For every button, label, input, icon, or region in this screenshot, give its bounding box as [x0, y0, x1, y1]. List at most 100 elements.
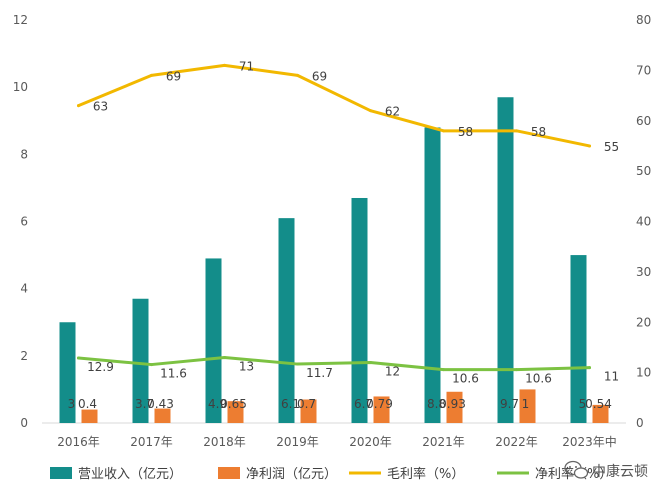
bar-data-label: 6.1 [281, 397, 300, 411]
line-point [77, 104, 80, 108]
bar-data-label: 0.65 [220, 397, 247, 411]
right-axis-tick-label: 20 [636, 315, 651, 329]
bar [205, 258, 222, 423]
bar [446, 391, 463, 423]
line-data-label: 63 [93, 100, 108, 114]
legend-label: 毛利率（%） [387, 466, 464, 482]
line-data-label: 12.9 [87, 360, 114, 374]
line-point [223, 356, 226, 360]
x-axis-tick-label: 2023年中 [562, 434, 617, 449]
line-data-label: 62 [385, 105, 400, 119]
line-data-label: 11 [604, 370, 619, 384]
line-data-label: 71 [239, 59, 254, 73]
bar-data-label: 0.43 [147, 397, 174, 411]
bar [300, 399, 317, 423]
bar [570, 255, 587, 423]
bar [592, 404, 609, 423]
bar-data-label: 9.7 [500, 397, 519, 411]
bar-data-label: 8.8 [427, 397, 446, 411]
bar-data-label: 4.9 [208, 397, 227, 411]
line-data-label: 69 [312, 69, 327, 83]
line-point [150, 73, 153, 77]
right-axis-tick-label: 30 [636, 265, 651, 279]
right-axis-tick-label: 80 [636, 13, 651, 27]
wechat-icon [564, 460, 589, 479]
line-point [515, 368, 518, 372]
series-line [77, 356, 591, 372]
right-axis-tick-label: 70 [636, 63, 651, 77]
x-axis-tick-label: 2017年 [130, 435, 173, 449]
x-axis-tick-label: 2021年 [422, 435, 465, 449]
x-axis-tick-label: 2016年 [57, 435, 100, 449]
line-point [588, 144, 591, 148]
left-axis-tick-label: 12 [13, 13, 28, 27]
line-point [588, 366, 591, 370]
line-data-label: 11.7 [306, 366, 333, 380]
bar-data-label: 1 [522, 397, 530, 411]
line-data-label: 10.6 [452, 372, 479, 386]
bar-data-label: 0.93 [439, 397, 466, 411]
x-axis-tick-label: 2019年 [276, 435, 319, 449]
line-data-label: 13 [239, 360, 254, 374]
bar-data-label: 0.4 [78, 397, 97, 411]
bar [132, 298, 149, 423]
left-axis-tick-label: 8 [20, 147, 28, 161]
legend-label: 营业收入（亿元） [78, 467, 182, 482]
right-axis-tick-label: 0 [636, 416, 644, 430]
bar [497, 97, 514, 423]
line-point [369, 361, 372, 365]
chart-axes: 0 2 4 6 8 10 12 0 10 20 30 40 50 60 70 80 2016年 2017年 2018… [13, 13, 652, 449]
bar [227, 401, 244, 423]
watermark-text: 中康云顿 [592, 463, 648, 480]
line-point [369, 109, 372, 113]
left-axis-tick-label: 4 [20, 282, 28, 296]
line-data-label: 10.6 [525, 372, 552, 386]
bar [373, 396, 390, 423]
bar-data-label: 0.7 [297, 397, 316, 411]
right-axis-tick-label: 10 [636, 366, 651, 380]
line-point [442, 368, 445, 372]
line-point [296, 73, 299, 77]
series-line [77, 63, 591, 148]
line-point [515, 129, 518, 133]
line-point [442, 129, 445, 133]
line-data-label: 69 [166, 69, 181, 83]
bar-data-label: 3 [68, 397, 76, 411]
line-data-label: 58 [531, 125, 546, 139]
left-axis-tick-label: 0 [20, 416, 28, 430]
line-point [150, 363, 153, 367]
line-series [77, 63, 591, 372]
legend-item: 净利润（亿元） [218, 467, 337, 482]
legend-swatch [50, 467, 72, 479]
watermark: 中康云顿 [564, 460, 648, 480]
legend-item: 营业收入（亿元） [50, 467, 182, 482]
bar-data-label: 6.7 [354, 397, 373, 411]
right-axis-tick-label: 50 [636, 164, 651, 178]
legend-label: 净利润（亿元） [246, 467, 337, 482]
x-axis-tick-label: 2020年 [349, 435, 392, 449]
left-axis-tick-label: 2 [20, 349, 28, 363]
right-axis-tick-label: 60 [636, 114, 651, 128]
x-axis-tick-label: 2022年 [495, 435, 538, 449]
x-axis-tick-label: 2018年 [203, 435, 246, 449]
bar [424, 127, 441, 423]
legend: 营业收入（亿元） 净利润（亿元） 毛利率（%） 净利率（%） [50, 466, 612, 482]
data-labels: 3 3.7 4.9 6.1 6.7 8.8 9.7 5 0.4 0.43 0.65 0.7 0.79 0.… [68, 59, 619, 411]
legend-item: 毛利率（%） [349, 466, 464, 482]
line-data-label: 11.6 [160, 367, 187, 381]
line-point [296, 362, 299, 366]
left-axis-tick-label: 6 [20, 215, 28, 229]
bar-data-label: 0.79 [366, 397, 393, 411]
bar [81, 409, 98, 423]
line-point [77, 356, 80, 360]
bar-data-label: 3.7 [135, 397, 154, 411]
line-point [223, 63, 226, 67]
bar-data-label: 5 [579, 397, 587, 411]
line-data-label: 55 [604, 140, 619, 154]
left-axis-tick-label: 10 [13, 80, 28, 94]
bar [59, 322, 76, 423]
bar [519, 389, 536, 423]
right-axis-tick-label: 40 [636, 215, 651, 229]
line-data-label: 58 [458, 125, 473, 139]
